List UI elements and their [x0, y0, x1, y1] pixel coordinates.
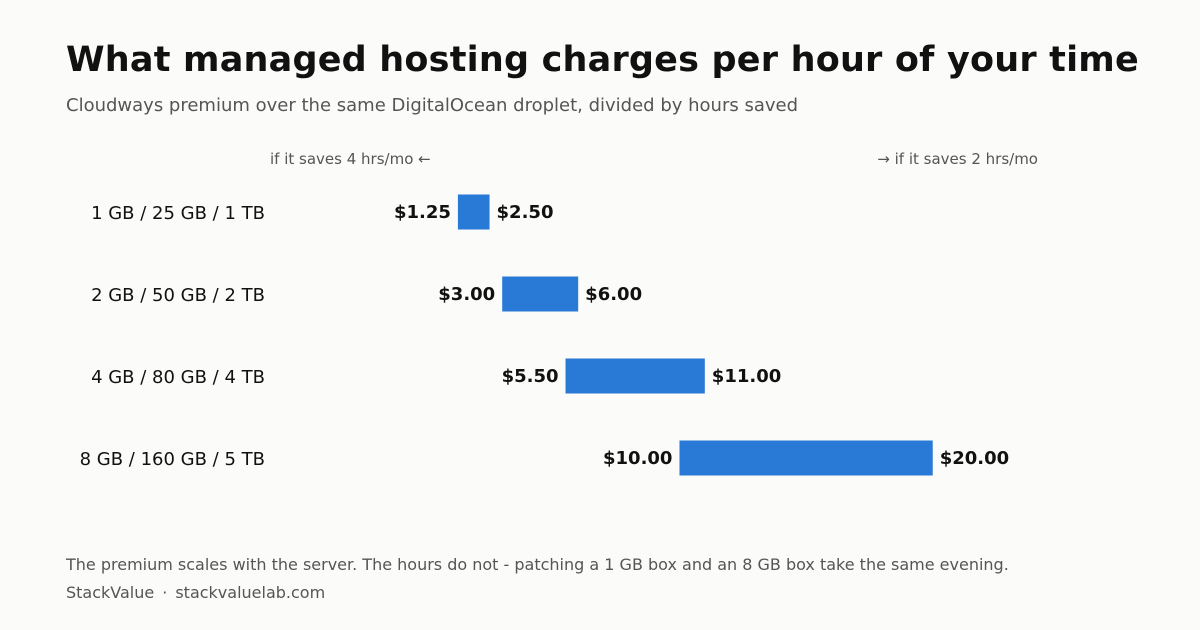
- category-label: 4 GB / 80 GB / 4 TB: [91, 367, 265, 388]
- credit-line: StackValue · stackvaluelab.com: [66, 583, 325, 602]
- low-value-label: $1.25: [394, 202, 451, 223]
- legend-high-label: → if it saves 2 hrs/mo: [877, 150, 1038, 168]
- high-value-label: $6.00: [585, 284, 642, 305]
- range-bar: [565, 358, 705, 394]
- category-label: 1 GB / 25 GB / 1 TB: [91, 203, 265, 224]
- site-url: stackvaluelab.com: [175, 583, 326, 602]
- low-value-label: $3.00: [438, 284, 495, 305]
- range-bar: [502, 276, 579, 312]
- high-value-label: $11.00: [712, 366, 781, 387]
- high-value-label: $2.50: [497, 202, 554, 223]
- chart-footnote: The premium scales with the server. The …: [66, 555, 1009, 574]
- range-bar: [457, 194, 490, 230]
- brand-name: StackValue: [66, 583, 155, 602]
- category-label: 8 GB / 160 GB / 5 TB: [80, 449, 265, 470]
- low-value-label: $5.50: [502, 366, 559, 387]
- chart-title: What managed hosting charges per hour of…: [66, 40, 1139, 80]
- high-value-label: $20.00: [940, 448, 1009, 469]
- category-label: 2 GB / 50 GB / 2 TB: [91, 285, 265, 306]
- credit-separator: ·: [162, 583, 168, 602]
- legend-low-label: if it saves 4 hrs/mo ←: [270, 150, 431, 168]
- range-bar: [679, 440, 933, 476]
- chart-subtitle: Cloudways premium over the same DigitalO…: [66, 95, 799, 116]
- low-value-label: $10.00: [603, 448, 672, 469]
